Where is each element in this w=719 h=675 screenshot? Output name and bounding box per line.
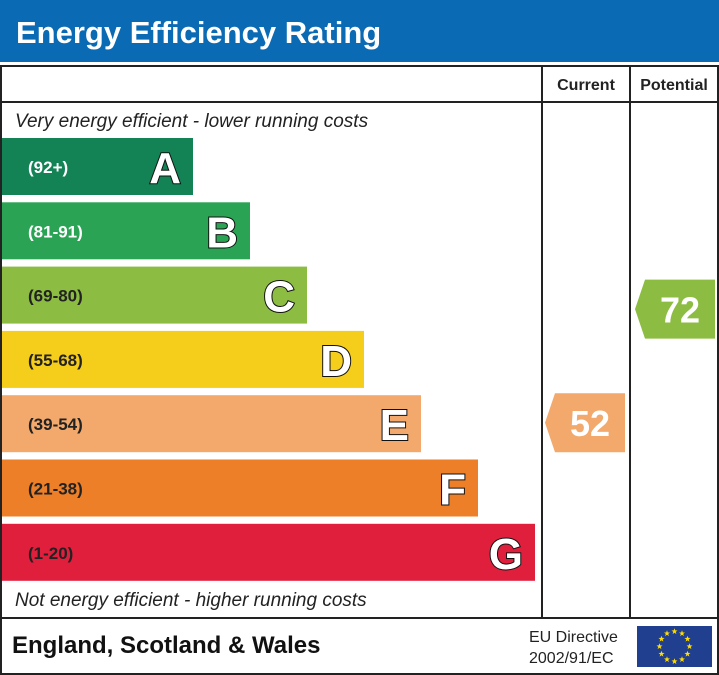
potential-rating-value: 72 — [660, 290, 700, 331]
rating-arrows: 52 72 — [545, 279, 715, 453]
title-bar — [0, 0, 719, 62]
band-letter-g: G — [489, 530, 523, 579]
eu-star-icon — [671, 628, 678, 635]
band-bar-a — [2, 138, 193, 195]
band-letter-d: D — [320, 337, 352, 386]
top-note: Very energy efficient - lower running co… — [15, 111, 369, 132]
band-range-a: (92+) — [28, 158, 68, 177]
region-label: England, Scotland & Wales — [12, 632, 320, 659]
eu-star-icon — [679, 656, 685, 663]
band-range-d: (55-68) — [28, 351, 83, 370]
potential-column-header: Potential — [640, 77, 708, 94]
band-bar-g — [2, 523, 535, 581]
eu-star-icon — [664, 630, 670, 637]
band-bar-b — [2, 202, 250, 260]
eu-star-icon — [684, 650, 691, 657]
eu-star-icon — [686, 643, 693, 650]
band-letter-f: F — [439, 466, 466, 515]
band-bar-c — [2, 266, 307, 324]
band-letter-b: B — [206, 208, 238, 257]
rating-bands: (92+) A (81-91) B (69-80) C (55-68) D (39-54) E (2… — [2, 138, 535, 581]
band-range-g: (1-20) — [28, 544, 73, 563]
eu-star-icon — [679, 630, 685, 637]
bottom-note: Not energy efficient - higher running co… — [15, 590, 367, 611]
eu-star-icon — [658, 650, 665, 657]
directive-line1: EU Directive — [529, 629, 618, 646]
eu-star-icon — [656, 643, 663, 650]
current-rating-arrow — [545, 393, 625, 453]
eu-star-icon — [658, 635, 665, 642]
current-rating-value: 52 — [570, 403, 610, 444]
band-range-e: (39-54) — [28, 415, 83, 434]
eu-star-icon — [671, 658, 678, 665]
chart-title: Energy Efficiency Rating — [16, 15, 381, 50]
current-column-header: Current — [557, 77, 615, 94]
band-letter-e: E — [380, 401, 409, 450]
eu-flag-icon — [637, 626, 712, 667]
directive-line2: 2002/91/EC — [529, 650, 614, 667]
band-letter-a: A — [149, 144, 181, 193]
table-frame — [0, 65, 719, 675]
eu-star-icon — [664, 656, 670, 663]
eu-star-icon — [684, 635, 691, 642]
band-bar-e — [2, 395, 421, 453]
band-bar-f — [2, 459, 478, 517]
band-range-b: (81-91) — [28, 222, 83, 241]
potential-rating-arrow — [635, 279, 715, 339]
band-bar-d — [2, 330, 364, 388]
band-range-c: (69-80) — [28, 287, 83, 306]
band-range-f: (21-38) — [28, 480, 83, 499]
band-letter-c: C — [263, 273, 295, 322]
